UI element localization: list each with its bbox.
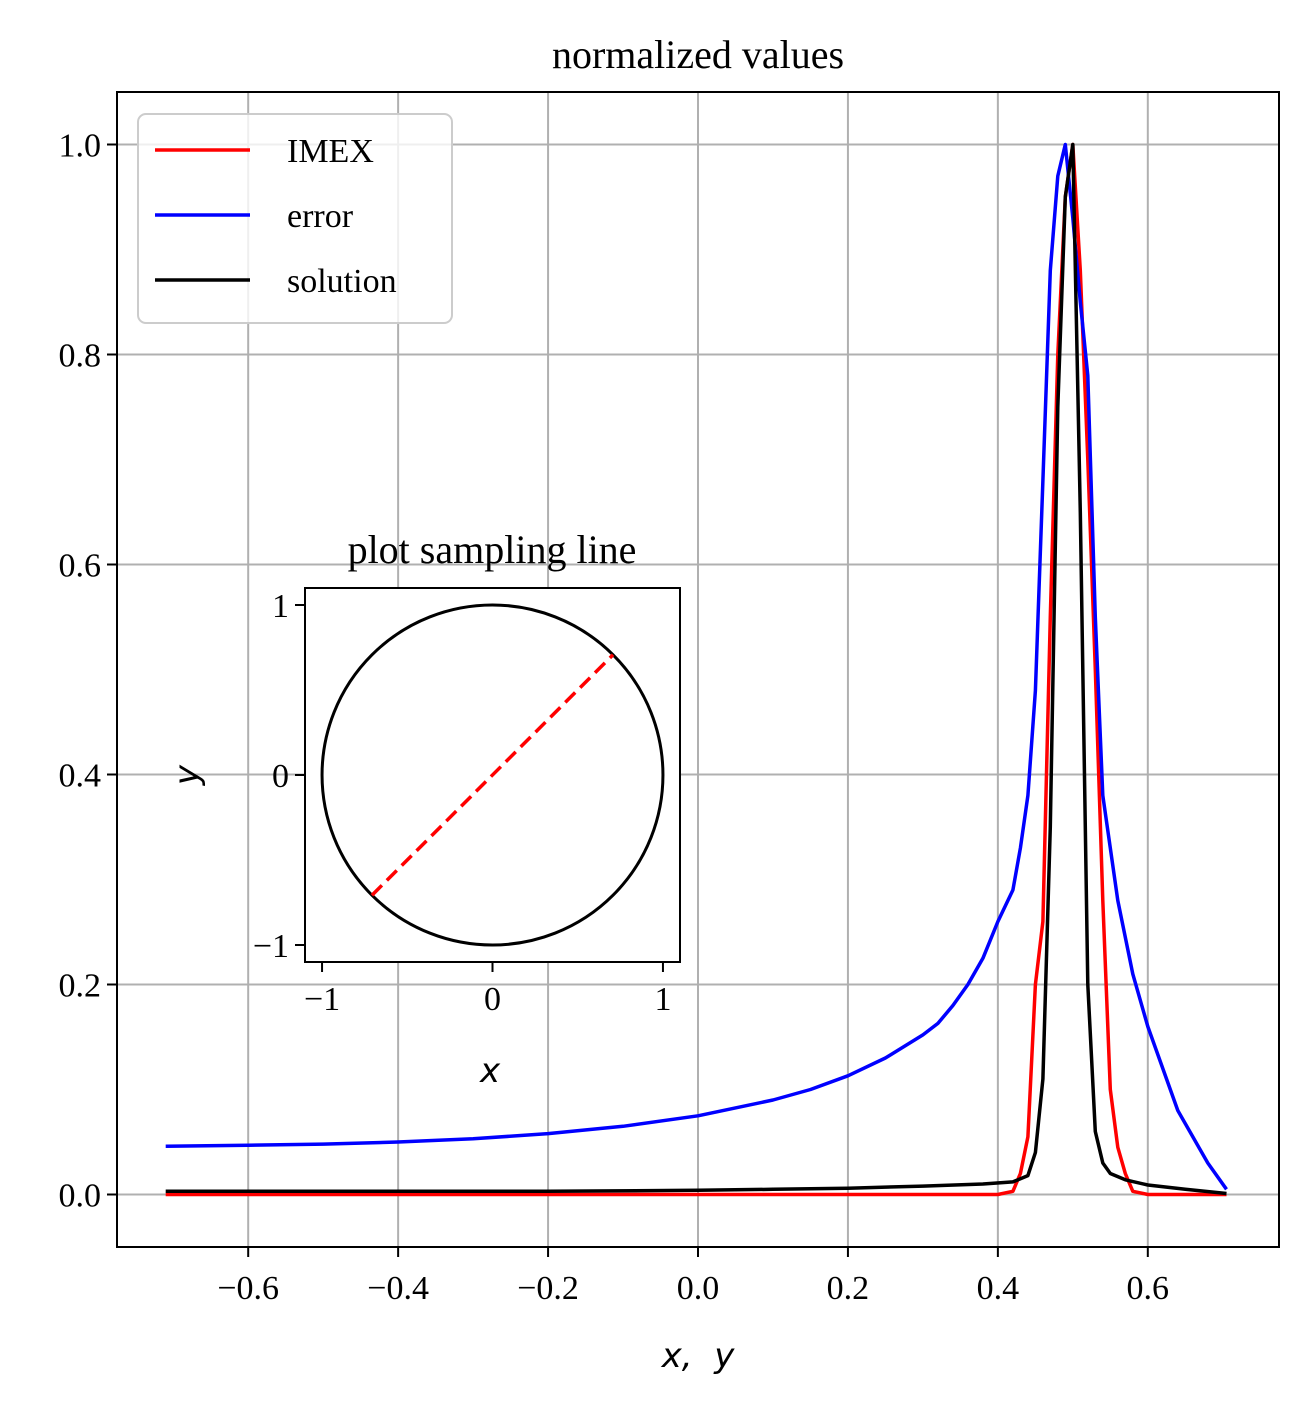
inset-x-tick-label: 1 <box>654 981 671 1018</box>
inset-x-axis-label: x <box>479 1051 501 1091</box>
legend-label-solution: solution <box>287 263 397 300</box>
main-chart-title: normalized values <box>552 32 844 77</box>
main-y-ticks: 0.0 0.2 0.4 0.6 0.8 1.0 <box>59 128 117 1215</box>
main-x-tick-label: 0.6 <box>1127 1270 1170 1307</box>
inset-y-tick-label: −1 <box>253 928 289 965</box>
main-x-tick-label: 0.4 <box>977 1270 1020 1307</box>
series-line-error <box>165 142 1228 1191</box>
inset-x-tick-label: 0 <box>484 981 501 1018</box>
inset-y-axis-label: y <box>167 764 207 786</box>
main-y-tick-label: 0.2 <box>59 968 102 1005</box>
main-y-tick-label: 0.6 <box>59 548 102 585</box>
inset-x-tick-label: −1 <box>304 981 340 1018</box>
main-x-tick-label: 0.2 <box>827 1270 870 1307</box>
main-y-tick-label: 0.0 <box>59 1178 102 1215</box>
inset-y-ticks: −1 0 1 <box>253 588 305 965</box>
inset-shapes-layer <box>320 603 665 947</box>
inset-chart-title: plot sampling line <box>348 527 637 572</box>
main-x-axis-label: x, y <box>661 1336 736 1376</box>
main-y-tick-label: 1.0 <box>59 128 102 165</box>
inset-y-tick-label: 1 <box>272 588 289 625</box>
main-y-tick-label: 0.4 <box>59 758 102 795</box>
legend-label-error: error <box>287 198 354 235</box>
main-series-layer <box>165 142 1228 1197</box>
legend-label-imex: IMEX <box>287 133 374 170</box>
legend-items: IMEX error solution <box>155 133 397 300</box>
sampling-line <box>370 653 615 897</box>
inset-chart: plot sampling line −1 0 1 −1 0 1 x y <box>167 527 681 1091</box>
inset-y-tick-label: 0 <box>272 758 289 795</box>
main-chart: normalized values −0.6 −0.4 −0.2 0.0 0.2 0.4 0… <box>59 32 1280 1376</box>
inset-x-ticks: −1 0 1 <box>304 962 671 1018</box>
domain-circle <box>320 603 665 947</box>
main-x-tick-label: −0.6 <box>217 1270 279 1307</box>
main-x-tick-label: 0.0 <box>677 1270 720 1307</box>
main-x-ticks: −0.6 −0.4 −0.2 0.0 0.2 0.4 0.6 <box>217 1247 1169 1307</box>
series-line-solution <box>165 142 1227 1196</box>
legend: IMEX error solution <box>137 113 453 324</box>
main-x-tick-label: −0.2 <box>517 1270 579 1307</box>
main-y-tick-label: 0.8 <box>59 338 102 375</box>
main-x-tick-label: −0.4 <box>367 1270 429 1307</box>
legend-frame <box>137 113 453 324</box>
